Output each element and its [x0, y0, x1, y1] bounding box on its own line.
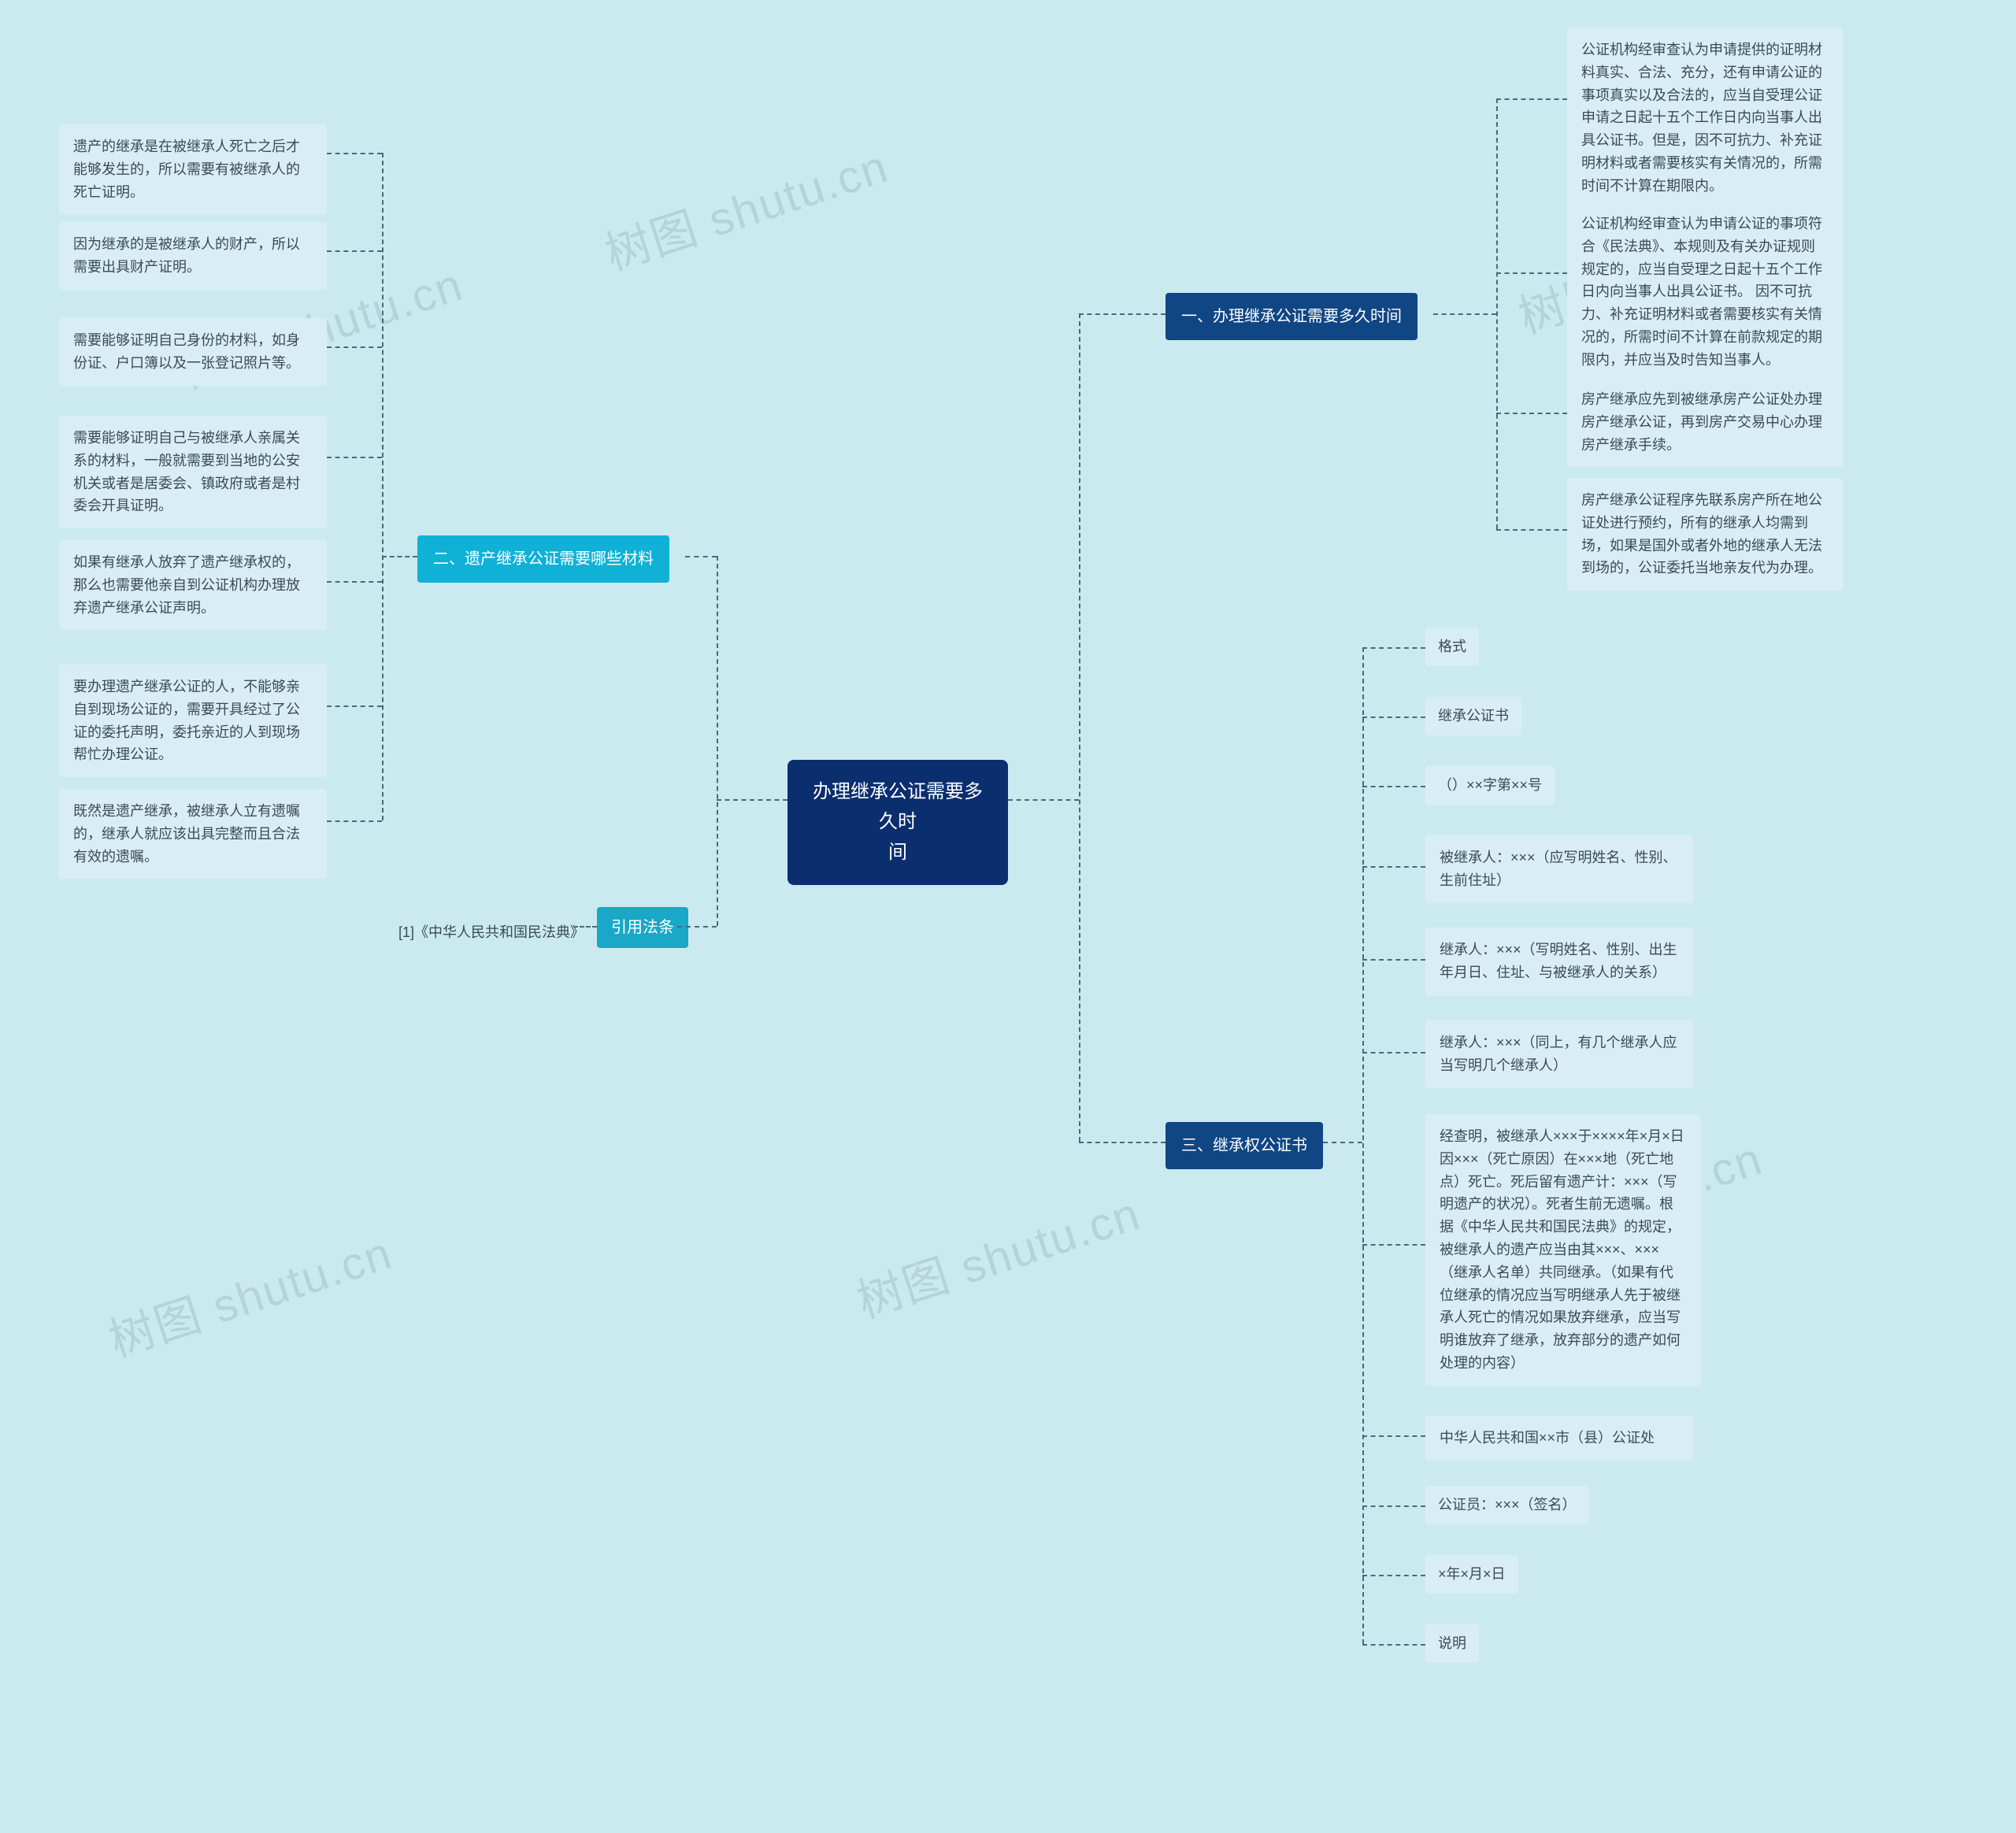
connector — [677, 926, 717, 928]
leaf-2-1: 因为继承的是被继承人的财产，所以需要出具财产证明。 — [59, 222, 327, 290]
leaf-1-3: 房产继承公证程序先联系房产所在地公证处进行预约，所有的继承人均需到场，如果是国外… — [1567, 478, 1843, 591]
connector — [1496, 413, 1567, 414]
leaf-3-9: ×年×月×日 — [1425, 1555, 1518, 1594]
leaf-3-2: （）××字第××号 — [1425, 766, 1555, 805]
connector — [327, 346, 382, 348]
connector — [685, 556, 717, 557]
leaf-2-5: 要办理遗产继承公证的人，不能够亲自到现场公证的，需要开具经过了公证的委托声明，委… — [59, 665, 327, 777]
root-node: 办理继承公证需要多久时 间 — [788, 760, 1008, 885]
root-title-line1: 办理继承公证需要多久时 — [813, 781, 983, 832]
watermark: 树图 shutu.cn — [595, 129, 895, 283]
leaf-3-6: 经查明，被继承人×××于××××年×月×日因×××（死亡原因）在×××地（死亡地… — [1425, 1114, 1701, 1386]
connector — [327, 705, 382, 707]
connector — [573, 926, 597, 928]
connector — [382, 556, 417, 557]
connector — [1362, 717, 1425, 718]
leaf-3-3: 被继承人：×××（应写明姓名、性别、生前住址） — [1425, 835, 1693, 903]
connector — [1362, 1575, 1425, 1576]
connector — [1496, 529, 1567, 531]
branch-4: 引用法条 — [597, 907, 688, 948]
connector — [1362, 866, 1425, 868]
branch-2: 二、遗产继承公证需要哪些材料 — [417, 535, 669, 583]
connector — [1362, 786, 1425, 787]
leaf-2-6: 既然是遗产继承，被继承人立有遗嘱的，继承人就应该出具完整而且合法有效的遗嘱。 — [59, 789, 327, 879]
leaf-1-1: 公证机构经审查认为申请公证的事项符合《民法典》、本规则及有关办证规则规定的，应当… — [1567, 202, 1843, 383]
connector — [1362, 1435, 1425, 1437]
connector — [1362, 959, 1425, 961]
connector — [1496, 98, 1498, 529]
connector — [327, 250, 382, 252]
leaf-3-8: 公证员：×××（签名） — [1425, 1486, 1589, 1524]
connector — [1362, 1644, 1425, 1646]
connector — [327, 153, 382, 154]
connector — [1362, 1052, 1425, 1054]
leaf-2-0: 遗产的继承是在被继承人死亡之后才能够发生的，所以需要有被继承人的死亡证明。 — [59, 124, 327, 214]
leaf-3-5: 继承人：×××（同上，有几个继承人应当写明几个继承人） — [1425, 1020, 1693, 1088]
leaf-4-ref: [1]《中华人民共和国民法典》 — [384, 910, 598, 955]
connector — [1362, 647, 1425, 649]
leaf-3-0: 格式 — [1425, 628, 1479, 666]
branch-3: 三、继承权公证书 — [1166, 1122, 1323, 1169]
branch-1: 一、办理继承公证需要多久时间 — [1166, 293, 1418, 340]
connector — [1079, 313, 1080, 1142]
connector — [382, 153, 384, 820]
connector — [1362, 1244, 1425, 1246]
connector — [717, 799, 788, 801]
leaf-3-10: 说明 — [1425, 1624, 1479, 1663]
leaf-2-4: 如果有继承人放弃了遗产继承权的，那么也需要他亲自到公证机构办理放弃遗产继承公证声… — [59, 540, 327, 630]
connector — [1079, 313, 1166, 315]
connector — [1008, 799, 1079, 801]
connector — [1362, 1505, 1425, 1507]
connector — [1079, 1142, 1166, 1143]
leaf-2-3: 需要能够证明自己与被继承人亲属关系的材料，一般就需要到当地的公安机关或者是居委会… — [59, 416, 327, 528]
connector — [1323, 1142, 1362, 1143]
leaf-3-1: 继承公证书 — [1425, 697, 1521, 735]
connector — [1433, 313, 1496, 315]
leaf-2-2: 需要能够证明自己身份的材料，如身份证、户口簿以及一张登记照片等。 — [59, 318, 327, 386]
leaf-3-4: 继承人：×××（写明姓名、性别、出生年月日、住址、与被继承人的关系） — [1425, 928, 1693, 995]
connector — [327, 457, 382, 458]
connector — [327, 581, 382, 583]
watermark: 树图 shutu.cn — [847, 1176, 1147, 1330]
leaf-1-2: 房产继承应先到被继承房产公证处办理房产继承公证，再到房产交易中心办理房产继承手续… — [1567, 377, 1843, 467]
leaf-3-7: 中华人民共和国××市（县）公证处 — [1425, 1416, 1693, 1461]
connector — [1496, 98, 1567, 100]
watermark: 树图 shutu.cn — [99, 1216, 399, 1369]
connector — [327, 820, 382, 822]
connector — [717, 556, 718, 926]
connector — [1362, 647, 1364, 1644]
connector — [1496, 272, 1567, 274]
root-title-line2: 间 — [888, 842, 907, 863]
leaf-1-0: 公证机构经审查认为申请提供的证明材料真实、合法、充分，还有申请公证的事项真实以及… — [1567, 28, 1843, 209]
